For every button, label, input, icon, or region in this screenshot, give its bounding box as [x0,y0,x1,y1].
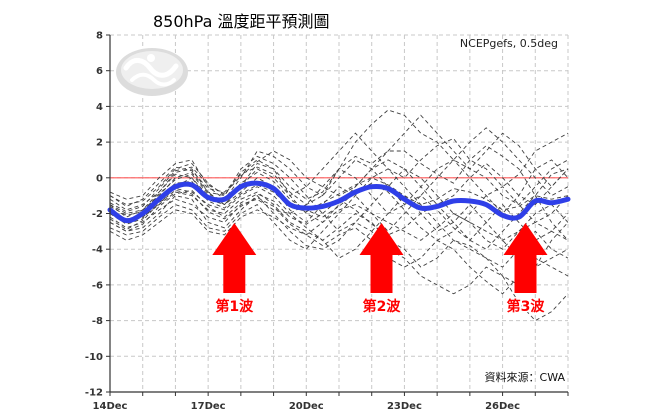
x-tick-label: 20Dec [289,401,324,412]
y-tick-label: -4 [92,245,103,256]
ensemble-member-line [109,204,569,241]
wave-arrow-3 [503,223,548,293]
wave-label-2: 第2波 [363,298,402,315]
ensemble-member-line [109,155,569,250]
chart-title: 850hPa 溫度距平預測圖 [153,12,330,31]
y-tick-label: -12 [85,388,103,399]
ensemble-member-line [109,168,569,268]
ensemble-member-line [109,171,569,241]
ensemble-member-line [109,109,569,200]
y-tick-label: 8 [96,31,103,42]
ensemble-member-line [109,194,569,322]
x-tick-label: 23Dec [387,401,422,412]
ensemble-mean-line [107,180,571,224]
y-tick-label: 4 [96,102,103,113]
wave-arrow-1 [212,223,257,293]
wave-label-1: 第1波 [215,298,254,315]
x-tick-label: 14Dec [93,401,128,412]
y-tick-label: -2 [92,209,103,220]
source-label: 資料來源：CWA [485,370,566,384]
ensemble-member-line [109,159,569,229]
ensemble-member-line [109,186,569,268]
ensemble-member-line [109,132,569,214]
ensemble-member-line [109,150,569,213]
y-tick-label: 6 [96,66,103,77]
wave-arrow-2 [359,223,404,293]
ensemble-member-line [109,177,569,241]
y-tick-label: -10 [85,352,103,363]
y-tick-label: -6 [92,280,103,291]
ensemble-member-line [109,127,569,207]
x-tick-label: 26Dec [485,401,520,412]
ensemble-member-line [109,191,569,286]
y-tick-label: -8 [92,316,103,327]
ensemble-member-line [109,114,569,223]
ensemble-member-line [109,189,569,295]
model-label: NCEPgefs, 0.5deg [460,37,558,50]
weather-logo-icon [116,48,188,96]
wave-label-3: 第3波 [507,298,546,315]
y-tick-label: 2 [96,138,103,149]
y-tick-label: 0 [96,173,103,184]
x-tick-label: 17Dec [191,401,226,412]
